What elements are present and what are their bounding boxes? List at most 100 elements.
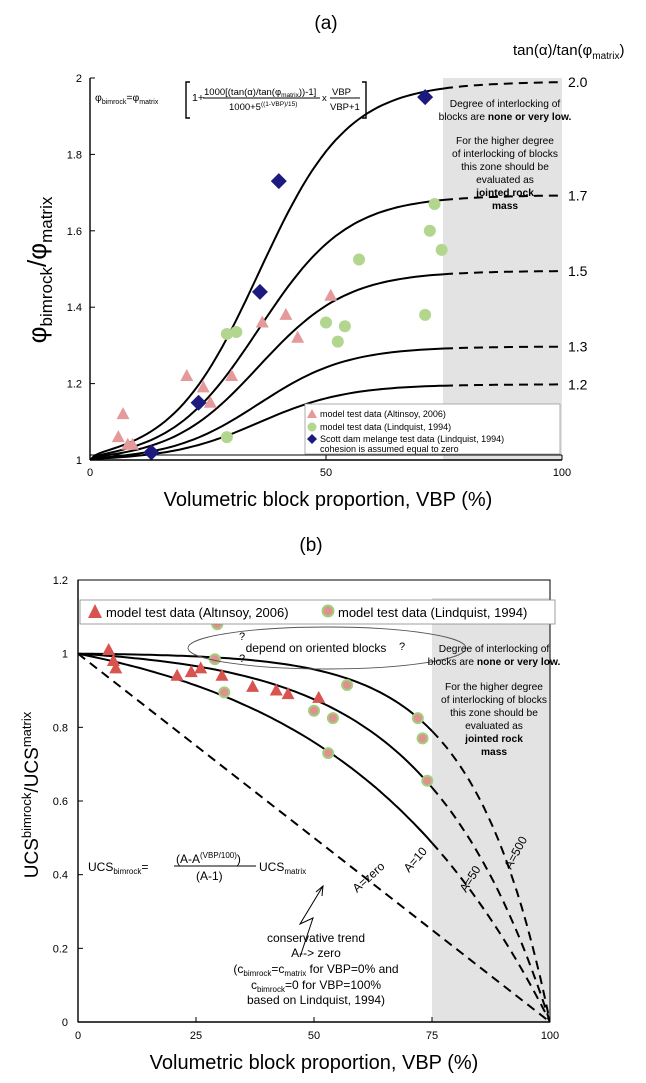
panel-b-curve-dashed — [431, 730, 550, 1022]
panel-b-circle-point — [322, 747, 335, 760]
svg-text:UCSbimrock=: UCSbimrock= — [88, 860, 148, 876]
curve-label-a10: A=10 — [401, 844, 430, 875]
panel-a-diamond-point — [143, 444, 160, 461]
panel-a-circle-point — [320, 316, 332, 329]
panel-b-curve-azero — [78, 652, 550, 1022]
panel-b-y-tick-label: 0.8 — [53, 722, 68, 734]
panel-b-triangle-point — [170, 668, 184, 681]
panel-b-y-tick-label: 1.2 — [53, 575, 68, 587]
panel-a-x-axis-label: Volumetric block proportion, VBP (%) — [164, 489, 493, 511]
panel-a-label: (a) — [314, 13, 337, 34]
panel-a-y-tick-label: 1.6 — [67, 226, 82, 238]
legend-a-item-3: Scott dam melange test data (Lindquist, … — [320, 434, 504, 444]
panel-b-triangle-point — [109, 661, 123, 674]
panel-a-curve-solid — [90, 273, 445, 460]
panel-a-curve-dashed — [443, 194, 562, 201]
panel-b: (b) 00.20.40.60.811.20 25 50 75 100 A=500 A=… — [19, 535, 561, 1074]
panel-a-points — [111, 89, 448, 461]
panel-a-triangle-point — [324, 288, 338, 301]
svg-text:(A-1): (A-1) — [196, 869, 223, 883]
panel-a-formula: φbimrock=φmatrix 1+ 1000[(tan(α)/tan(φma… — [95, 81, 367, 119]
svg-text:UCSmatrix: UCSmatrix — [259, 860, 306, 876]
panel-b-x-tick-label: 25 — [190, 1030, 202, 1042]
panel-b-curve-solid — [78, 652, 433, 844]
panel-a-circle-point — [230, 326, 243, 339]
panel-a-diamond-point — [190, 394, 207, 411]
panel-b-x-tick-label: 50 — [308, 1030, 320, 1042]
panel-a-legend: model test data (Altinsoy, 2006) model t… — [304, 403, 561, 455]
panel-b-legend: model test data (Altınsoy, 2006) model t… — [79, 599, 556, 625]
trend-text: conservative trend A--> zero (cbimrock=c… — [233, 931, 398, 1007]
svg-text:blocks are none or very low.: blocks are none or very low. — [439, 112, 572, 123]
panel-b-circle-point — [208, 653, 221, 666]
svg-text:φbimrock=φmatrix: φbimrock=φmatrix — [95, 92, 159, 106]
svg-text:For the higher degree: For the higher degree — [456, 136, 554, 147]
panel-b-y-tick-label: 1 — [62, 649, 68, 661]
panel-a-y-tick-label: 1 — [76, 455, 82, 467]
trend-arrow-head — [315, 884, 324, 897]
panel-b-curves — [78, 652, 550, 1022]
panel-a-curve-label: 2.0 — [568, 74, 588, 90]
panel-a-curve-labels: 2.0 1.7 1.5 1.3 1.2 — [568, 74, 588, 392]
svg-text:evaluated as: evaluated as — [476, 175, 534, 186]
panel-b-curve-dashed — [431, 786, 550, 1022]
svg-text:VBP: VBP — [332, 87, 351, 98]
legend-b-item-1: model test data (Altınsoy, 2006) — [106, 605, 289, 620]
panel-a-circle-point — [353, 253, 366, 266]
panel-b-triangle-point — [106, 654, 120, 667]
panel-b-shaded-zone — [432, 598, 550, 1022]
svg-text:cbimrock=0 for VBP=100%: cbimrock=0 for VBP=100% — [251, 978, 381, 994]
svg-text:this zone should be: this zone should be — [461, 162, 549, 173]
panel-b-y-tick-label: 0.6 — [53, 796, 68, 808]
panel-b-curve-solid — [78, 652, 433, 732]
panel-a-circle-point — [435, 243, 448, 256]
legend-b-triangle-marker — [88, 604, 102, 618]
panel-a-circle-point — [220, 431, 233, 444]
panel-a-triangle-point — [111, 430, 125, 443]
panel-b-zone-text: Degree of interlocking of blocks are non… — [428, 644, 561, 758]
panel-a-diamond-point — [417, 89, 434, 106]
panel-a-curve-header: tan(α)/tan(φmatrix) — [513, 42, 625, 62]
panel-b-y-tick-label: 0 — [62, 1017, 68, 1029]
svg-text:of interlocking of blocks: of interlocking of blocks — [452, 149, 558, 160]
panel-a-shaded-zone — [443, 78, 562, 460]
svg-text:Degree of interlocking of: Degree of interlocking of — [439, 644, 550, 655]
legend-a-circle-marker — [307, 422, 317, 432]
panel-a-circle-point — [419, 308, 432, 321]
svg-text:(A-A(VBP/100)): (A-A(VBP/100)) — [176, 851, 241, 866]
svg-text:mass: mass — [481, 747, 507, 758]
svg-text:Degree of interlocking of: Degree of interlocking of — [450, 99, 561, 110]
panel-a-circle-point — [428, 198, 441, 211]
panel-a-curve-label: 1.2 — [568, 376, 588, 392]
panel-a: (a) 2.0 1.7 1.5 1.3 1.2 1 1.2 1.4 1.6 1.8 2 0 50 100… — [22, 13, 625, 511]
panel-a-zone-text: Degree of interlocking of blocks are non… — [439, 99, 572, 212]
legend-b-circle-marker — [321, 604, 335, 618]
panel-a-circle-point — [423, 224, 436, 237]
panel-b-triangle-point — [215, 668, 229, 681]
panel-b-circle-point — [218, 686, 231, 699]
panel-b-ticks: 0 0.2 0.4 0.6 0.8 1 1.2 0 25 50 75 100 — [53, 575, 559, 1042]
panel-a-circle-point — [220, 327, 233, 340]
panel-a-y-tick-label: 1.2 — [67, 379, 82, 391]
panel-a-triangle-point — [180, 368, 194, 381]
panel-a-curve-label: 1.7 — [568, 188, 588, 204]
svg-text:jointed rock: jointed rock — [475, 188, 534, 199]
oriented-blocks-note: depend on oriented blocks — [246, 641, 387, 655]
panel-a-y-tick-label: 1.8 — [67, 149, 82, 161]
panel-b-triangle-point — [102, 642, 116, 655]
panel-a-diamond-point — [251, 283, 268, 300]
svg-text:evaluated as: evaluated as — [465, 721, 523, 732]
panel-a-circle-point — [331, 335, 344, 348]
svg-text:x: x — [322, 93, 327, 104]
panel-a-curve-dashed — [443, 270, 562, 276]
curve-label-azero: A=zero — [350, 859, 388, 895]
panel-a-triangle-point — [225, 368, 239, 381]
question-mark-2: ? — [239, 631, 245, 643]
question-mark-1: ? — [239, 653, 245, 665]
panel-b-triangle-point — [281, 687, 295, 700]
panel-a-triangle-point — [116, 407, 130, 420]
legend-a-note: cohesion is assumed equal to zero — [320, 444, 459, 454]
panel-a-y-tick-label: 2 — [76, 73, 82, 85]
panel-a-curve-dashed — [443, 345, 562, 350]
